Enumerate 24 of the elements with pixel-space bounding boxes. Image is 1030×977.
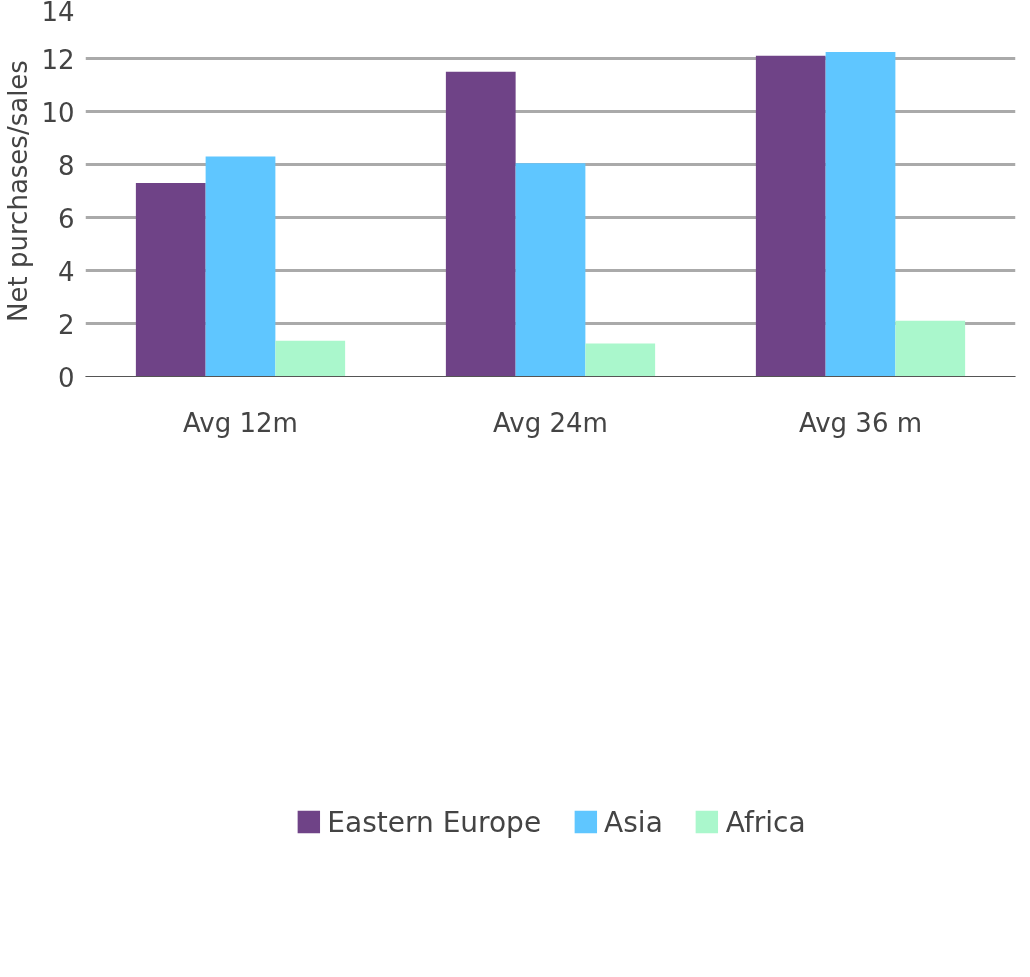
legend-label: Africa	[725, 805, 806, 839]
bar	[585, 343, 656, 377]
x-tick-label: Avg 12m	[183, 407, 298, 438]
x-tick-label: Avg 36 m	[798, 407, 923, 438]
bar	[515, 163, 586, 377]
y-tick-label: 12	[41, 44, 75, 75]
y-tick-label: 6	[57, 203, 75, 234]
y-tick-label: 2	[57, 309, 75, 340]
y-axis-title: Net purchases/sales	[3, 60, 34, 322]
y-tick-label: 4	[57, 256, 75, 287]
x-tick-label: Avg 24m	[493, 407, 608, 438]
y-tick-label: 0	[57, 362, 75, 393]
bar	[275, 340, 346, 377]
bar	[825, 51, 896, 377]
bar	[755, 55, 826, 377]
y-tick-label: 8	[57, 150, 75, 181]
y-tick-label: 10	[41, 97, 75, 128]
bar	[205, 156, 276, 377]
bar	[445, 71, 516, 377]
bar	[895, 320, 966, 377]
legend-label: Eastern Europe	[327, 805, 542, 839]
y-tick-label: 14	[41, 0, 75, 27]
legend-label: Asia	[604, 805, 663, 839]
bar	[135, 183, 206, 377]
